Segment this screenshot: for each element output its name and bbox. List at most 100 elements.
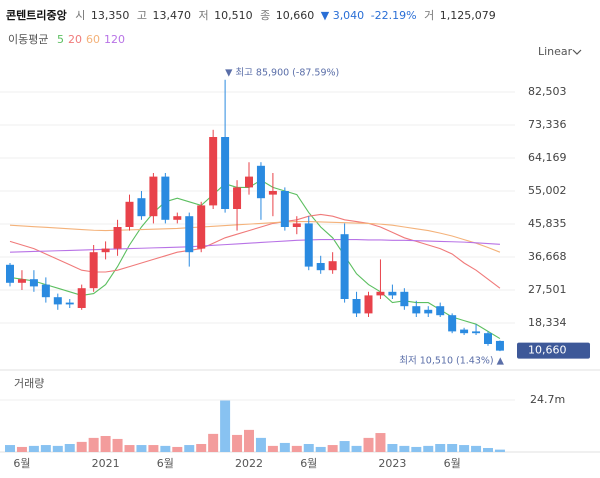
volume-bar (76, 441, 87, 452)
candle-body (400, 291, 409, 307)
candle-body (388, 291, 397, 296)
candle-body (53, 297, 62, 305)
y-tick-label: 18,334 (528, 316, 567, 329)
ma-line (9, 179, 501, 340)
candle-body (185, 216, 194, 253)
y-tick-label: 36,668 (528, 250, 567, 263)
close-label: 종 (260, 9, 270, 22)
ma-legend: 이동평균 5 20 60 120 (8, 33, 125, 46)
volume-bar (52, 445, 63, 452)
volume-bar (16, 446, 27, 452)
legend-item: 60 (86, 33, 100, 46)
y-tick-label: 24.7m (530, 393, 565, 406)
candle-body (29, 279, 38, 287)
volume-bar (291, 445, 302, 452)
candle-body (424, 309, 433, 314)
volume-bar (351, 445, 362, 452)
volume-bar (267, 445, 278, 452)
candle-body (352, 298, 361, 314)
y-tick-label: 27,501 (528, 283, 567, 296)
y-tick-label: 73,336 (528, 118, 567, 131)
candle-body (292, 223, 301, 227)
volume-bar (411, 446, 422, 452)
x-tick-label: 6월 (300, 457, 317, 470)
ma-line (9, 221, 501, 253)
change-pct: -22.19% (371, 9, 417, 22)
candle-body (173, 216, 182, 220)
x-tick-label: 2021 (92, 457, 120, 470)
candle-body (233, 187, 242, 210)
high-label: 고 (137, 9, 147, 22)
legend-item: 20 (68, 33, 82, 46)
last-price-label: 10,660 (528, 344, 567, 357)
volume-label: 거 (424, 9, 434, 22)
y-tick-label: 64,169 (528, 151, 567, 164)
candle-body (448, 315, 457, 332)
legend-item: 5 (57, 33, 64, 46)
candle-body (328, 261, 337, 271)
volume-bar (423, 445, 434, 452)
volume-bar (40, 445, 51, 452)
high-value: 13,470 (152, 9, 191, 22)
candle-body (412, 306, 421, 314)
y-tick-label: 55,002 (528, 184, 567, 197)
candle-body (149, 176, 158, 217)
candle-body (304, 223, 313, 267)
volume-bar (387, 443, 398, 452)
volume-bar (327, 445, 338, 452)
volume-bar (375, 433, 386, 452)
volume-bar (220, 399, 231, 452)
volume-bar (148, 445, 159, 452)
volume-bar (196, 443, 207, 452)
last-price-badge (517, 342, 590, 359)
candle-body (6, 264, 14, 283)
candle-body (256, 165, 265, 199)
dropdown-chevron[interactable] (572, 49, 582, 55)
volume-bar (459, 445, 470, 452)
volume-bar (399, 445, 410, 452)
candle-body (495, 340, 504, 351)
volume-bar (64, 443, 75, 452)
candle-body (137, 198, 146, 217)
y-tick-label: 45,835 (528, 217, 567, 230)
volume-bar (447, 443, 458, 452)
volume-bar (124, 445, 135, 452)
volume-value: 1,125,079 (440, 9, 496, 22)
candle-body (340, 234, 349, 299)
volume-bar (208, 433, 219, 452)
candle-body (77, 288, 86, 308)
volume-bar (232, 434, 243, 452)
scale-toggle[interactable]: Linear (538, 45, 573, 58)
volume-bar (435, 443, 446, 452)
candle-body (245, 176, 253, 188)
volume-bar (255, 437, 266, 452)
change: ▼ 3,040 (321, 9, 364, 22)
x-tick-label: 6월 (444, 457, 461, 470)
open-label: 시 (75, 9, 85, 22)
candle-body (472, 331, 481, 334)
ma-line (9, 239, 500, 253)
candle-body (484, 333, 492, 344)
candle-body (101, 248, 110, 253)
x-tick-label: 6월 (157, 457, 174, 470)
volume-bar (28, 445, 39, 452)
x-tick-label: 6월 (13, 457, 30, 470)
low-annotation: 최저 10,510 (1.43%) ▲ (399, 356, 504, 367)
x-tick-label: 2023 (378, 457, 406, 470)
volume-bar (100, 435, 111, 452)
stock-name: 콘텐트리중앙 (6, 8, 67, 22)
volume-title: 거래량 (14, 377, 44, 390)
volume-bar (483, 447, 493, 452)
volume-bar (112, 438, 123, 452)
volume-bar (244, 429, 254, 452)
candle-body (17, 279, 26, 283)
high-annotation: ▼ 최고 85,900 (-87.59%) (225, 67, 339, 78)
legend-title: 이동평균 (8, 33, 48, 46)
candle-body (376, 291, 385, 296)
volume-bar (279, 442, 290, 452)
candle-body (460, 329, 469, 334)
low-label: 저 (198, 9, 208, 22)
candle-body (268, 191, 277, 195)
candle-body (280, 191, 289, 227)
